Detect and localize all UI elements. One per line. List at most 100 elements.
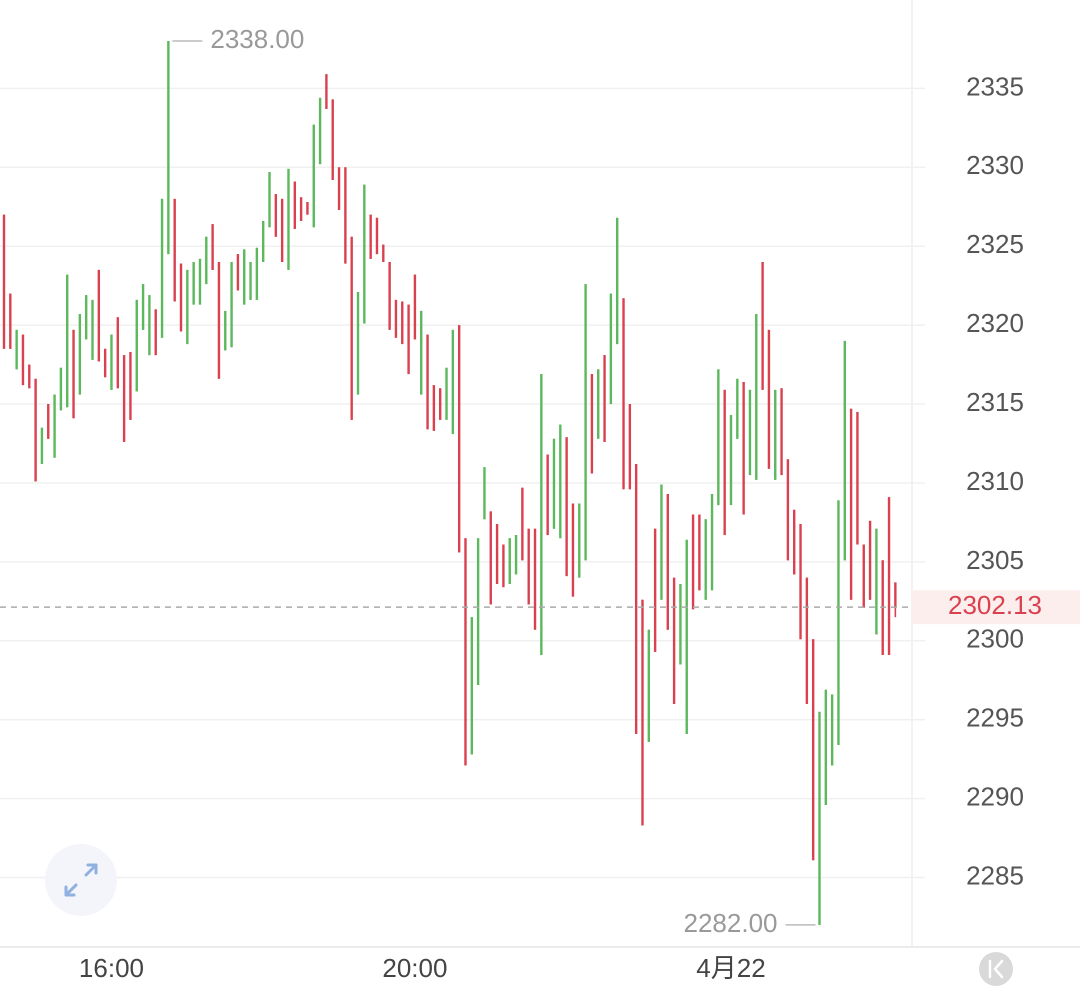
y-tick-label: 2295 — [966, 703, 1024, 733]
candle-body — [616, 217, 619, 345]
candle-body — [495, 524, 499, 584]
candles — [2, 41, 897, 925]
candle-body — [91, 299, 94, 360]
candle-body — [331, 99, 334, 180]
candle-body — [293, 181, 296, 229]
candle-body — [325, 74, 328, 109]
candle-body — [312, 124, 315, 228]
candle-body — [755, 314, 758, 480]
candle-body — [47, 404, 50, 439]
candle-body — [243, 249, 246, 305]
y-tick-label: 2325 — [966, 229, 1024, 259]
candle-body — [603, 355, 606, 442]
candle-body — [672, 577, 676, 704]
candle-body — [97, 269, 101, 362]
candle-body — [160, 198, 164, 338]
candle-body — [527, 528, 530, 605]
y-tick-label: 2310 — [966, 466, 1024, 496]
reset-button[interactable] — [979, 952, 1013, 986]
candle-body — [249, 262, 252, 300]
y-tick-label: 2335 — [966, 71, 1024, 101]
candle-body — [552, 438, 556, 529]
candle-body — [578, 503, 581, 578]
candle-body — [72, 329, 75, 419]
candle-body — [704, 519, 707, 600]
y-tick-label: 2285 — [966, 860, 1024, 890]
low-label: 2282.00 — [684, 908, 778, 938]
candle-body — [571, 503, 575, 597]
candle-body — [622, 298, 625, 490]
candle-body — [236, 254, 240, 291]
candle-body — [84, 295, 88, 340]
x-tick-label: 20:00 — [382, 953, 447, 983]
candle-body — [217, 262, 221, 379]
candle-body — [868, 520, 872, 600]
candle-body — [420, 310, 423, 395]
candle-body — [559, 424, 562, 539]
candle-body — [426, 334, 429, 430]
reset-icon[interactable] — [988, 959, 1004, 979]
candle-body — [103, 348, 107, 378]
candle-body — [205, 236, 208, 285]
candle-body — [830, 694, 834, 766]
candle-body — [483, 467, 486, 520]
candle-body — [21, 334, 25, 386]
candle-body — [894, 582, 897, 608]
candle-body — [685, 539, 688, 734]
candle-body — [729, 415, 733, 506]
candle-body — [192, 262, 195, 305]
candle-body — [78, 314, 82, 395]
candle-body — [767, 329, 771, 469]
candle-body — [634, 464, 638, 734]
candle-body — [698, 514, 701, 591]
candle-body — [287, 168, 290, 270]
candle-body — [736, 378, 739, 439]
candle-body — [862, 544, 865, 608]
candle-body — [464, 538, 467, 766]
candle-body — [799, 524, 802, 640]
candle-body — [521, 487, 524, 561]
candle-body — [154, 309, 157, 356]
y-tick-label: 2330 — [966, 150, 1024, 180]
candle-body — [394, 299, 398, 338]
expand-bg[interactable] — [45, 844, 117, 916]
candle-body — [337, 167, 341, 210]
candle-body — [40, 427, 44, 465]
candle-body — [129, 351, 132, 420]
candle-body — [584, 284, 587, 561]
candle-body — [837, 500, 840, 745]
expand-button[interactable] — [45, 844, 117, 916]
candle-body — [780, 388, 783, 476]
candle-body — [849, 408, 853, 600]
candle-body — [369, 214, 372, 259]
grid — [0, 87, 925, 879]
x-tick-label: 4月22 — [696, 953, 765, 983]
candle-body — [28, 364, 31, 389]
expand-icon[interactable] — [64, 863, 98, 897]
candle-body — [179, 263, 183, 332]
y-tick-label: 2305 — [966, 545, 1024, 575]
candle-body — [597, 369, 600, 439]
candle-body — [344, 167, 347, 264]
candle-body — [401, 301, 404, 345]
y-tick-label: 2320 — [966, 308, 1024, 338]
candle-body — [274, 194, 278, 237]
candle-body — [299, 197, 303, 221]
candle-body — [255, 247, 259, 300]
candle-body — [141, 284, 145, 330]
candle-body — [533, 528, 537, 630]
candle-body — [116, 317, 119, 389]
candle-body — [432, 385, 436, 431]
candle-body — [628, 404, 632, 490]
candle-body — [856, 411, 859, 545]
candle-body — [457, 325, 461, 553]
candle-body — [824, 689, 828, 805]
candle-body — [742, 381, 745, 515]
candle-body — [363, 184, 366, 324]
last-price-bg — [912, 590, 1080, 625]
candle-body — [679, 583, 682, 665]
candle-body — [508, 538, 511, 584]
candle-body — [148, 295, 151, 356]
candle-body — [110, 334, 113, 390]
candle-body — [546, 454, 549, 536]
